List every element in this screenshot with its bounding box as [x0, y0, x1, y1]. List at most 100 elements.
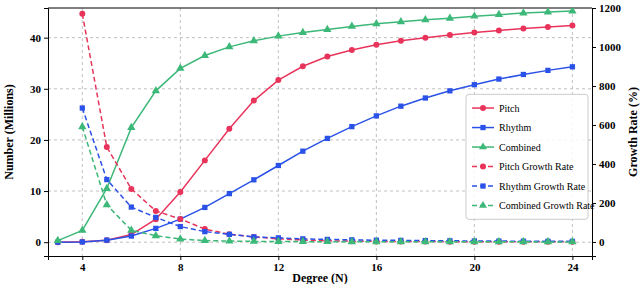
- tick: 20: [30, 134, 48, 146]
- tick-label: 24: [567, 261, 579, 273]
- tick-mark: [592, 125, 596, 126]
- marker: [397, 237, 405, 244]
- legend-label: Pitch: [499, 103, 520, 114]
- marker: [202, 229, 207, 234]
- marker: [153, 215, 158, 220]
- tick: 0: [36, 236, 49, 248]
- marker: [103, 200, 111, 207]
- marker: [372, 237, 380, 244]
- marker: [227, 191, 232, 196]
- legend-label: Combined Growth Rate: [499, 200, 595, 211]
- frame-top: [48, 8, 592, 9]
- marker: [422, 35, 428, 41]
- marker: [568, 8, 576, 13]
- marker: [374, 113, 379, 118]
- tick-mark: [44, 89, 48, 90]
- marker: [79, 11, 85, 17]
- marker: [78, 226, 86, 233]
- tick: 30: [30, 83, 48, 95]
- marker: [398, 104, 403, 109]
- marker: [202, 205, 207, 210]
- tick: 0: [592, 236, 605, 248]
- marker: [104, 144, 110, 150]
- y-axis: 0 10 20 30 40: [30, 9, 49, 257]
- marker: [226, 126, 232, 132]
- tick: 8: [178, 256, 184, 273]
- marker: [128, 186, 134, 192]
- marker: [275, 77, 281, 83]
- tick: 1000: [592, 41, 622, 53]
- y-axis-title: Number (Millions): [2, 84, 16, 179]
- marker: [152, 86, 160, 93]
- marker: [104, 238, 109, 243]
- marker: [423, 95, 428, 100]
- grid-line: [48, 88, 592, 89]
- tick: 400: [592, 158, 616, 170]
- grid-line: [278, 8, 279, 256]
- tick-mark: [44, 38, 48, 39]
- legend-item: Pitch: [472, 103, 520, 114]
- y2-axis-line: [593, 9, 597, 257]
- tick-label: 800: [599, 80, 616, 92]
- legend-item: Rhythm Growth Rate: [472, 181, 586, 192]
- marker: [103, 184, 111, 191]
- marker: [153, 208, 159, 214]
- tick: 200: [592, 197, 616, 209]
- marker: [79, 239, 85, 245]
- marker: [569, 22, 575, 28]
- marker: [325, 136, 330, 141]
- marker: [570, 64, 575, 69]
- marker: [80, 105, 85, 110]
- tick-mark: [592, 86, 596, 87]
- tick-mark: [44, 242, 48, 243]
- marker: [274, 31, 282, 38]
- legend: PitchRhythmCombinedPitch Growth RateRhyt…: [466, 94, 595, 219]
- marker: [104, 177, 109, 182]
- tick-label: 600: [599, 119, 616, 131]
- legend-label: Rhythm: [499, 122, 531, 133]
- marker: [470, 11, 478, 18]
- marker: [470, 237, 478, 244]
- marker: [349, 124, 354, 129]
- tick-label: 10: [30, 185, 42, 197]
- marker: [299, 28, 307, 35]
- tick-mark: [278, 256, 279, 260]
- tick: 800: [592, 80, 616, 92]
- marker: [276, 163, 281, 168]
- tick-mark: [592, 47, 596, 48]
- marker: [250, 237, 258, 244]
- marker: [300, 149, 305, 154]
- marker: [299, 237, 307, 244]
- marker: [274, 237, 282, 244]
- marker: [372, 19, 380, 26]
- marker: [250, 36, 258, 43]
- marker: [177, 216, 183, 222]
- marker: [225, 236, 233, 243]
- tick-label: 4: [80, 261, 86, 273]
- marker: [446, 13, 454, 20]
- legend-item: Combined: [472, 142, 541, 153]
- legend-marker: [480, 164, 486, 170]
- legend-marker: [480, 183, 485, 188]
- tick: 24: [567, 256, 579, 273]
- marker: [104, 237, 110, 243]
- tick-mark: [572, 256, 573, 260]
- tick-mark: [82, 256, 83, 260]
- legend-marker: [479, 142, 487, 149]
- legend-label: Combined: [499, 142, 541, 153]
- tick-label: 8: [178, 261, 184, 273]
- tick-mark: [592, 8, 596, 9]
- tick-mark: [180, 256, 181, 260]
- marker: [495, 10, 503, 17]
- marker: [421, 237, 429, 244]
- tick: 600: [592, 119, 616, 131]
- tick: 12: [273, 256, 285, 273]
- tick-label: 0: [599, 236, 605, 248]
- marker: [447, 32, 453, 38]
- marker: [129, 233, 134, 238]
- marker: [472, 82, 477, 87]
- marker: [568, 237, 576, 244]
- legend-label: Rhythm Growth Rate: [499, 181, 586, 192]
- tick-label: 40: [30, 32, 42, 44]
- tick-mark: [44, 140, 48, 141]
